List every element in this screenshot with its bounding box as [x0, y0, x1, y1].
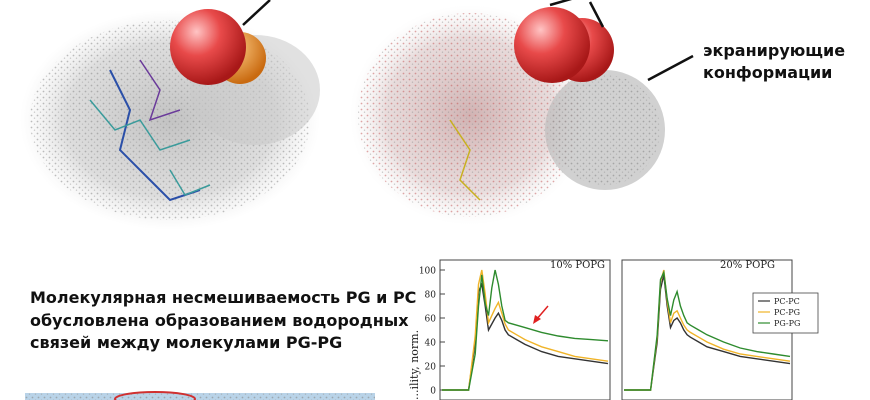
- legend-pc-pc: PC-PC: [774, 297, 800, 306]
- callout-line-2: конформации: [703, 63, 833, 82]
- chart-left-series: [442, 269, 609, 391]
- ytick-label-80: 80: [425, 291, 437, 301]
- caption-text: Молекулярная несмешиваемость PG и PC обу…: [30, 287, 417, 355]
- chart-right: 20% POPG PC-PC PC-PG PG-PG: [621, 259, 819, 400]
- probability-charts: 10% POPG ...ility, norm. 0 20 40 60 80 100 20…: [408, 259, 819, 400]
- callout-line-1: экранирующие: [703, 41, 846, 60]
- ytick-label-40: 40: [425, 339, 437, 349]
- caption-line-2: обусловлена образованием водородных: [30, 310, 409, 330]
- chart-right-title: 20% POPG: [720, 260, 775, 271]
- legend-pg-pg: PG-PG: [774, 319, 800, 328]
- series-line-right-pg-pg: [624, 269, 791, 391]
- series-line-left-pg-pg: [442, 269, 609, 391]
- molecule-renderings: [20, 0, 694, 230]
- chart-left-frame: [439, 259, 611, 400]
- chart-right-legend: PC-PC PC-PG PG-PG: [752, 292, 819, 334]
- caption-line-3: связей между молекулами PG-PG: [30, 333, 343, 352]
- chart-right-series: [624, 269, 791, 391]
- chart-left-ylabel: ...ility, norm.: [408, 330, 421, 400]
- arrow-annotation: [533, 305, 549, 324]
- left-molecule: [20, 0, 320, 230]
- ytick-label-20: 20: [425, 363, 437, 373]
- ytick-label-60: 60: [425, 315, 437, 325]
- membrane-snapshot: [25, 391, 375, 400]
- series-line-left-pc-pc: [442, 281, 609, 391]
- caption-line-1: Молекулярная несмешиваемость PG и PC: [30, 288, 417, 307]
- shielding-conformations-label: экранирующие конформации: [703, 40, 845, 84]
- chart-left: 10% POPG ...ility, norm. 0 20 40 60 80 100: [408, 259, 611, 400]
- ytick-label-0: 0: [430, 387, 436, 397]
- right-molecule: [350, 0, 694, 225]
- chart-left-title: 10% POPG: [550, 260, 605, 271]
- series-line-left-pc-pg: [442, 269, 609, 391]
- ytick-label-100: 100: [419, 267, 436, 277]
- chart-left-yticks: 0 20 40 60 80 100: [419, 267, 445, 397]
- legend-pc-pg: PC-PG: [774, 308, 800, 317]
